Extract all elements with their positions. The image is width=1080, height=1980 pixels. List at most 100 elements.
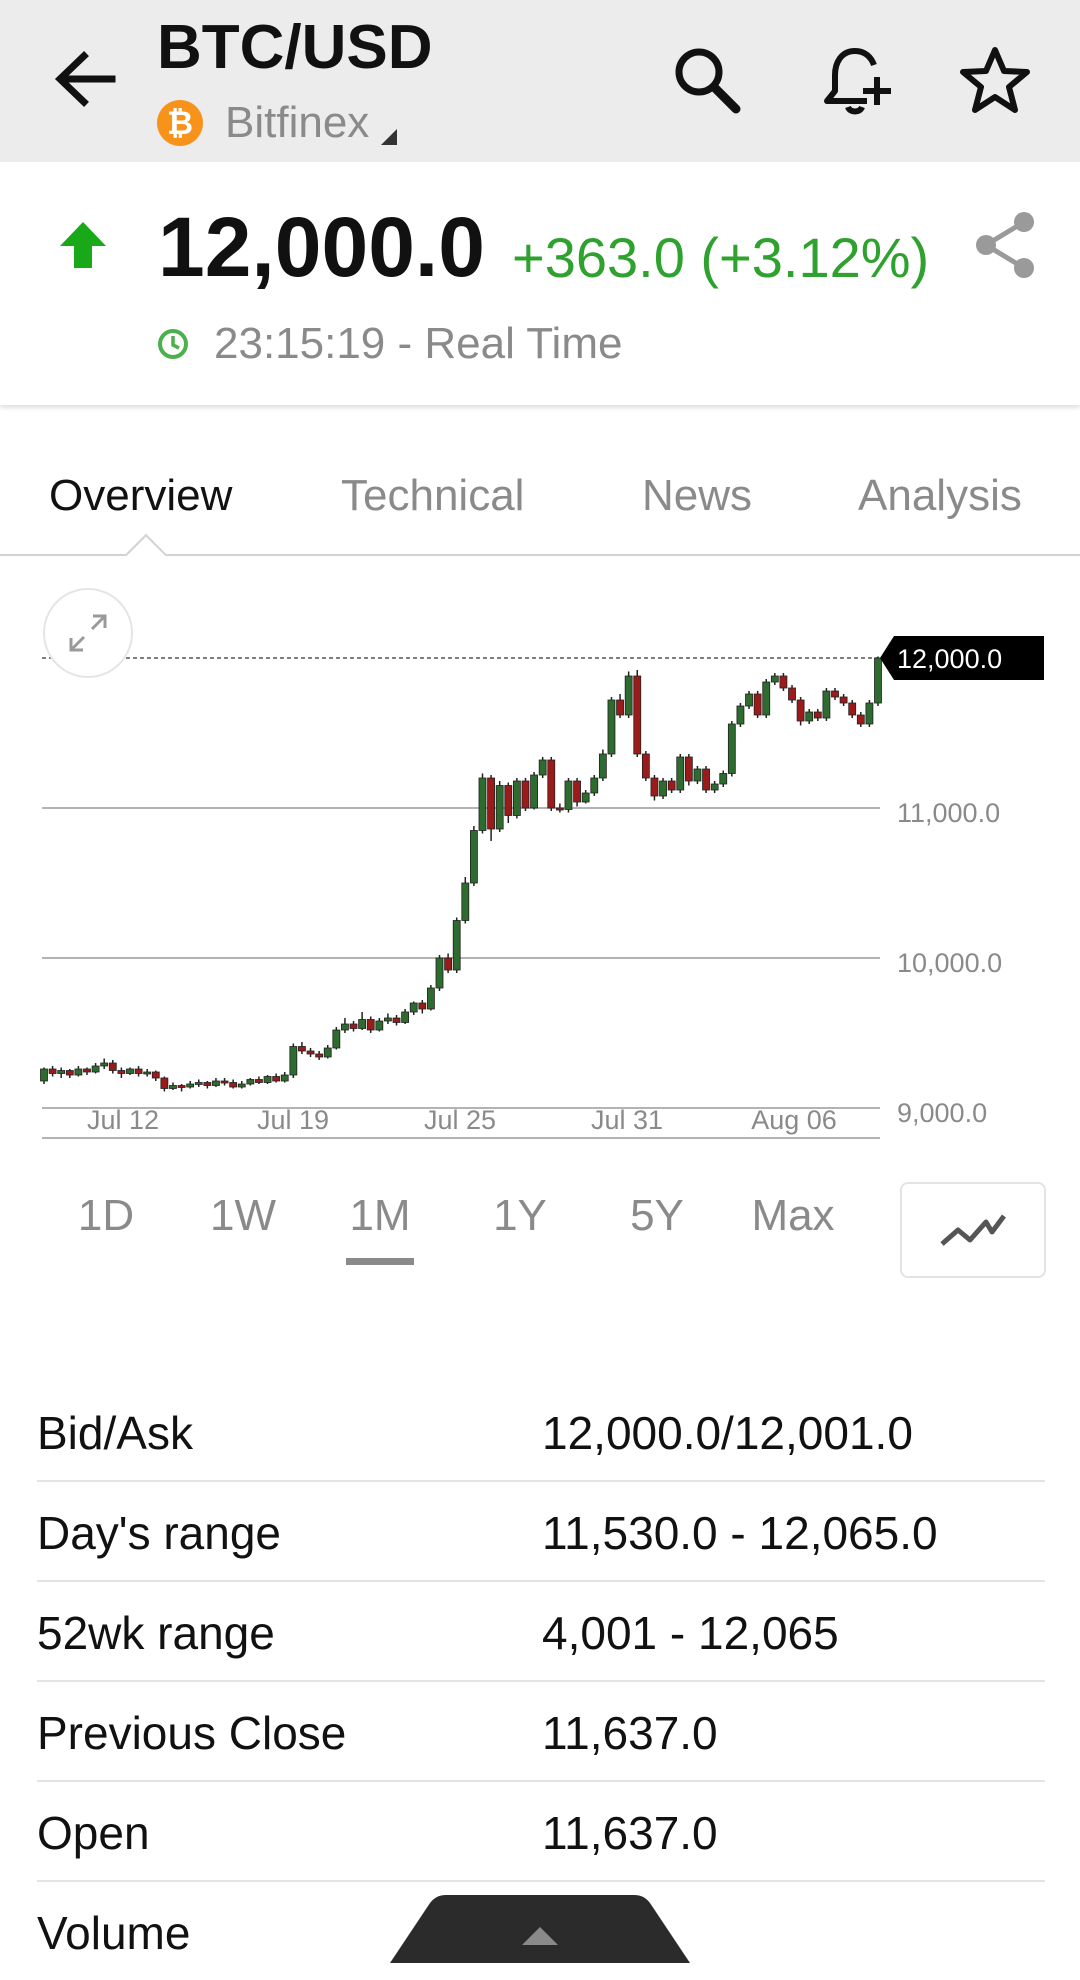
candle (822, 688, 831, 721)
candle (504, 782, 513, 823)
range-max[interactable]: Max (751, 1191, 835, 1240)
candle (444, 953, 453, 973)
candle (74, 1066, 83, 1077)
clock-icon (156, 327, 190, 361)
line-chart-icon (940, 1214, 1006, 1246)
quote-panel: 12,000.0 +363.0 (+3.12%) 23:15:19 - Real… (0, 162, 1080, 405)
candle (203, 1081, 212, 1089)
candle (813, 709, 822, 721)
candle (478, 773, 487, 834)
candle (461, 877, 470, 924)
back-arrow-icon[interactable] (50, 44, 120, 114)
stat-label: Volume (37, 1907, 191, 1959)
candle (298, 1042, 306, 1054)
candle (151, 1070, 160, 1081)
range-1w[interactable]: 1W (210, 1191, 276, 1240)
candle (40, 1067, 48, 1084)
tab-overview[interactable]: Overview (49, 471, 233, 520)
candle (512, 778, 521, 819)
instrument-title: BTC/USD (157, 13, 433, 82)
stat-label: Open (37, 1807, 150, 1859)
candle (100, 1058, 109, 1069)
price-chart[interactable]: 11,000.0 10,000.0 9,000.0 Jul 12 Jul 19 Jul 2… (0, 570, 1080, 1150)
candle (659, 778, 667, 799)
x-tick-label: Jul 31 (591, 1105, 663, 1135)
candle (641, 751, 650, 781)
candle (487, 775, 495, 841)
tab-technical[interactable]: Technical (341, 471, 525, 520)
candle (177, 1084, 186, 1092)
candle (315, 1051, 324, 1060)
y-tick-label: 9,000.0 (897, 1098, 987, 1128)
x-tick-label: Jul 12 (87, 1105, 159, 1135)
add-alert-icon[interactable] (818, 40, 898, 120)
candle (573, 778, 581, 807)
candle (848, 700, 857, 718)
range-1d[interactable]: 1D (77, 1191, 135, 1240)
candle (530, 772, 538, 810)
bottom-drawer-handle[interactable] (390, 1893, 690, 1963)
price-up-arrow-icon (58, 220, 108, 270)
expand-chart-icon[interactable] (43, 588, 133, 678)
candle (607, 697, 616, 757)
candle (865, 700, 874, 727)
section-tabs: Overview Technical News Analysis (0, 440, 1080, 556)
range-1y[interactable]: 1Y (493, 1191, 547, 1240)
exchange-selector[interactable]: ₿ Bitfinex (157, 98, 398, 148)
candle (736, 703, 745, 727)
candle (91, 1063, 100, 1074)
candle (169, 1082, 177, 1090)
exchange-name: Bitfinex (225, 98, 370, 147)
search-icon[interactable] (667, 40, 747, 120)
x-tick-label: Jul 25 (424, 1105, 496, 1135)
candle (65, 1069, 74, 1078)
candle (590, 775, 599, 796)
candle (126, 1067, 134, 1075)
x-tick-label: Jul 19 (257, 1105, 329, 1135)
candle (366, 1016, 375, 1033)
candle (117, 1067, 126, 1078)
stat-value: 4,001 - 12,065 (542, 1607, 839, 1659)
range-1m[interactable]: 1M (349, 1191, 411, 1240)
candle (839, 694, 848, 706)
tab-analysis[interactable]: Analysis (858, 471, 1022, 520)
candle (427, 985, 435, 1011)
stat-row: Previous Close 11,637.0 (37, 1682, 1045, 1782)
candle (57, 1067, 66, 1078)
candle (581, 790, 590, 804)
candle (280, 1072, 289, 1083)
range-5y[interactable]: 5Y (630, 1191, 684, 1240)
candle (358, 1012, 367, 1030)
stat-row: Day's range 11,530.0 - 12,065.0 (37, 1482, 1045, 1582)
stat-row: Bid/Ask 12,000.0/12,001.0 (37, 1382, 1045, 1482)
stat-row: 52wk range 4,001 - 12,065 (37, 1582, 1045, 1682)
candle (633, 670, 642, 757)
candle (538, 757, 547, 778)
candle (341, 1018, 349, 1033)
candle (384, 1013, 392, 1024)
stat-value: 11,637.0 (542, 1807, 718, 1859)
candle (332, 1027, 341, 1050)
stat-row: Volume (37, 1882, 1045, 1980)
candle (693, 766, 702, 784)
candle (676, 754, 685, 793)
candle (255, 1076, 263, 1084)
candle (650, 775, 659, 801)
bitcoin-icon: ₿ (157, 100, 203, 146)
candle (779, 673, 788, 691)
tab-news[interactable]: News (642, 471, 753, 520)
chart-type-toggle[interactable] (900, 1182, 1046, 1278)
candle (762, 679, 771, 718)
share-icon[interactable] (972, 210, 1038, 280)
current-price-tag (880, 636, 1044, 680)
candle (349, 1021, 358, 1032)
candle (874, 656, 882, 706)
star-icon[interactable] (955, 40, 1035, 120)
candle (160, 1076, 169, 1092)
candle (452, 917, 461, 973)
candle (220, 1078, 229, 1086)
candle (435, 955, 444, 991)
x-tick-label: Aug 06 (751, 1105, 837, 1135)
candle (375, 1018, 384, 1032)
candle (83, 1067, 91, 1075)
